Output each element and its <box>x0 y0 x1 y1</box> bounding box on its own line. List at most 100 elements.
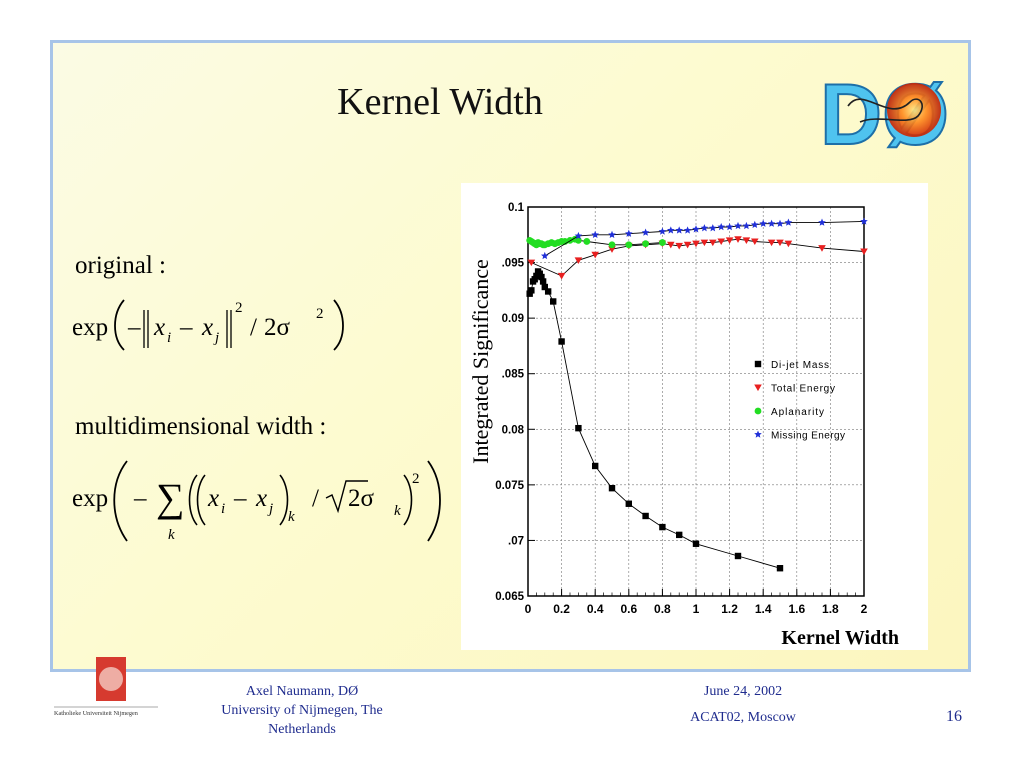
svg-text:j: j <box>213 330 219 346</box>
data-point <box>658 227 667 235</box>
data-point <box>734 552 742 560</box>
svg-text:–: – <box>133 485 147 512</box>
x-tick-label: 0.4 <box>587 602 604 616</box>
significance-chart: 0 0.2 0.4 0.6 0.8 1 1.2 1.4 1.6 1.8 2 0.065 .07 0.075… <box>468 202 899 649</box>
legend-marker <box>754 360 762 368</box>
data-point <box>575 236 582 244</box>
y-tick-label: .095 <box>502 258 525 270</box>
svg-text:–: – <box>127 314 141 341</box>
footer-author-line2: University of Nijmegen, The <box>221 703 383 718</box>
footer-author-line1: Axel Naumann, DØ <box>245 684 359 699</box>
data-point <box>700 239 709 247</box>
svg-text:exp: exp <box>72 314 108 341</box>
svg-text:∑: ∑ <box>156 475 185 520</box>
y-tick-label: 0.08 <box>502 424 525 436</box>
data-point <box>675 226 683 234</box>
d0-logo: DØ <box>819 66 950 156</box>
data-point <box>683 241 692 249</box>
data-point <box>641 228 650 236</box>
data-point <box>860 248 868 256</box>
data-point <box>767 239 776 247</box>
data-point <box>642 240 649 248</box>
data-point <box>734 221 742 230</box>
x-tick-label: 0.6 <box>620 602 637 616</box>
svg-text:i: i <box>221 501 225 517</box>
series-line <box>529 270 781 569</box>
data-point <box>608 246 616 253</box>
svg-text:2σ: 2σ <box>348 485 375 512</box>
data-point <box>642 512 649 520</box>
data-point <box>667 226 675 234</box>
x-tick-label: 1.8 <box>822 602 839 616</box>
data-point <box>550 298 557 305</box>
x-axis-label: Kernel Width <box>781 627 899 649</box>
page-number: 16 <box>946 708 962 725</box>
data-point <box>767 219 776 227</box>
data-point <box>676 531 683 539</box>
data-point <box>608 484 616 492</box>
data-point <box>625 500 632 507</box>
data-point <box>742 221 751 230</box>
svg-text:2σ: 2σ <box>264 314 291 341</box>
data-point <box>541 283 548 291</box>
university-logo-text: Katholieke Universiteit Nijmegen <box>54 710 138 717</box>
data-point <box>526 290 533 297</box>
data-point <box>608 241 616 249</box>
data-point <box>675 242 683 250</box>
plot-frame <box>527 206 865 597</box>
data-point <box>591 230 599 239</box>
svg-text:x: x <box>201 314 213 341</box>
y-tick-label: .07 <box>508 535 524 547</box>
university-logo: Katholieke Universiteit Nijmegen <box>54 657 158 717</box>
data-point <box>527 259 536 267</box>
data-point <box>776 239 784 247</box>
x-tick-label: 1.2 <box>721 602 738 616</box>
legend-label: Di-jet Mass <box>771 360 829 371</box>
data-point <box>742 237 751 244</box>
data-point <box>683 226 692 234</box>
data-point <box>625 229 633 237</box>
data-point <box>700 224 709 232</box>
data-point <box>776 565 784 572</box>
data-point <box>725 237 734 244</box>
x-tick-label: 1.4 <box>755 602 772 616</box>
legend-label: Aplanarity <box>771 407 824 418</box>
data-point <box>533 272 540 280</box>
data-point <box>574 231 583 240</box>
formula-multi-label: multidimensional width : <box>75 413 327 440</box>
legend-marker <box>754 407 762 415</box>
y-tick-label: .085 <box>502 369 525 381</box>
y-axis-label: Integrated Significance <box>468 259 493 464</box>
data-point <box>818 218 826 226</box>
svg-text:j: j <box>267 501 273 517</box>
data-point <box>709 224 717 232</box>
legend-label: Total Energy <box>771 384 835 395</box>
data-point <box>784 218 793 226</box>
svg-text:2: 2 <box>235 300 243 316</box>
data-point <box>818 245 826 252</box>
footer-author-line3: Netherlands <box>268 722 336 737</box>
chart-panel: 0 0.2 0.4 0.6 0.8 1 1.2 1.4 1.6 1.8 2 0.065 .07 0.075… <box>461 183 928 650</box>
svg-text:2: 2 <box>412 471 420 487</box>
footer-date: June 24, 2002 <box>703 684 783 699</box>
footer-author: Axel Naumann, DØ University of Nijmegen,… <box>186 682 418 739</box>
data-point <box>558 338 565 345</box>
data-point <box>717 223 725 231</box>
y-tick-label: 0.065 <box>495 591 524 603</box>
data-point <box>692 240 700 248</box>
data-point <box>717 238 725 246</box>
x-tick-label: 0.2 <box>553 602 570 616</box>
data-point <box>583 238 591 245</box>
data-point <box>539 278 547 285</box>
data-point <box>575 424 582 432</box>
data-point <box>536 270 543 277</box>
y-tick-label: 0.09 <box>502 313 524 325</box>
svg-text:k: k <box>288 509 295 525</box>
y-tick-label: 0.1 <box>508 202 525 214</box>
series-di-jet-mass <box>526 268 784 572</box>
legend-label: Missing Energy <box>771 431 845 442</box>
data-point <box>725 223 734 231</box>
svg-text:x: x <box>153 314 165 341</box>
data-point <box>591 251 599 259</box>
svg-text:–: – <box>233 485 247 512</box>
